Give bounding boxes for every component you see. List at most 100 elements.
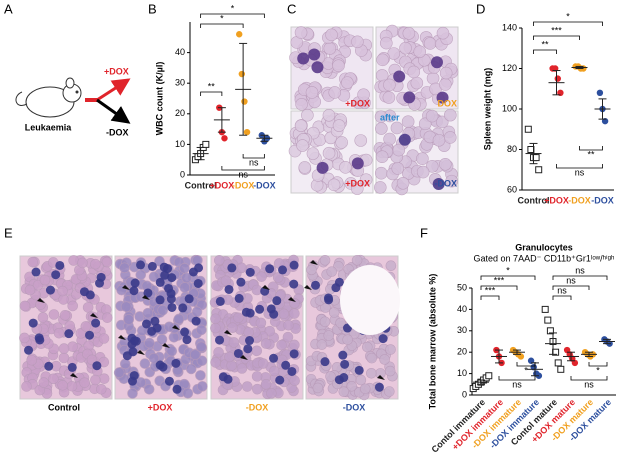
cell xyxy=(67,341,78,352)
y-tick-label: 140 xyxy=(502,22,517,32)
cell xyxy=(260,338,272,349)
cell xyxy=(24,284,36,296)
cell xyxy=(443,131,457,144)
cell xyxy=(189,349,201,361)
nucleus xyxy=(64,329,74,339)
significance-bracket xyxy=(552,275,608,280)
significance-label: ** xyxy=(541,39,549,49)
nucleus xyxy=(227,263,237,273)
panel-label: C xyxy=(287,1,296,16)
nucleus xyxy=(215,296,225,306)
nucleus xyxy=(378,334,388,344)
cell xyxy=(156,334,168,345)
cell xyxy=(48,309,60,320)
nucleus xyxy=(393,70,406,83)
nucleus xyxy=(163,264,173,274)
data-point xyxy=(241,98,248,105)
y-tick-label: 50 xyxy=(457,282,467,292)
panel-label: A xyxy=(4,1,13,16)
nucleus xyxy=(28,318,38,328)
cell xyxy=(283,319,294,331)
cell xyxy=(425,109,439,123)
nucleus xyxy=(398,133,411,146)
significance-bracket xyxy=(480,275,536,280)
data-point xyxy=(527,357,535,364)
data-point xyxy=(596,89,604,97)
nucleus xyxy=(188,267,198,277)
significance-bracket xyxy=(516,362,536,367)
nucleus xyxy=(67,362,77,372)
nucleus xyxy=(96,272,106,282)
cell xyxy=(68,255,79,266)
cell xyxy=(410,76,424,90)
cell xyxy=(123,314,135,325)
cell xyxy=(80,321,92,332)
cell xyxy=(119,358,131,370)
cell xyxy=(196,324,207,336)
cell xyxy=(57,285,68,297)
cell xyxy=(119,262,130,274)
cell xyxy=(26,354,37,366)
cell xyxy=(383,132,396,146)
nucleus xyxy=(191,316,201,326)
cell xyxy=(425,160,439,173)
nucleus xyxy=(160,270,170,280)
nucleus xyxy=(245,267,255,277)
cell xyxy=(256,271,267,282)
cell xyxy=(268,365,280,377)
nucleus xyxy=(91,318,101,328)
cell xyxy=(173,313,185,325)
cell xyxy=(251,345,263,357)
nucleus xyxy=(172,384,182,394)
cell xyxy=(66,380,78,392)
cell xyxy=(296,139,309,152)
image-label: +DOX xyxy=(345,178,370,188)
cell xyxy=(39,274,51,286)
nucleus xyxy=(171,358,181,368)
data-point xyxy=(524,125,532,133)
nucleus xyxy=(272,296,282,306)
y-tick-label: 10 xyxy=(457,368,467,378)
x-tick-label: +DOX xyxy=(544,195,569,205)
nucleus xyxy=(167,273,177,283)
x-tick-label: -DOX xyxy=(591,195,614,205)
cell xyxy=(383,78,396,92)
cell xyxy=(166,345,178,357)
significance-label: *** xyxy=(485,285,496,295)
cell xyxy=(423,37,437,50)
arrowhead xyxy=(162,343,170,348)
significance-label: * xyxy=(506,265,510,275)
cell xyxy=(135,269,147,281)
cell xyxy=(335,317,346,329)
cell xyxy=(305,86,319,99)
arrowhead xyxy=(240,355,248,360)
nucleus xyxy=(316,161,329,174)
cell xyxy=(341,76,354,89)
cell xyxy=(375,150,389,164)
nucleus xyxy=(180,327,190,337)
cell xyxy=(413,45,427,58)
nucleus xyxy=(184,294,194,304)
chart-subtitle: Gated on 7AAD⁻ CD11b⁺Gr1ˡᵒʷ/ʰⁱᵍʰ xyxy=(474,253,615,263)
cell xyxy=(355,374,367,386)
nucleus xyxy=(278,265,288,275)
nucleus xyxy=(128,347,138,357)
arrowhead xyxy=(70,373,78,378)
nucleus xyxy=(167,302,177,312)
significance-label: * xyxy=(231,3,235,13)
nucleus xyxy=(45,285,55,295)
nucleus xyxy=(338,350,348,360)
cell xyxy=(316,339,328,350)
arrow-label: +DOX xyxy=(104,66,129,76)
cell xyxy=(90,374,101,386)
data-point xyxy=(544,316,552,324)
nucleus xyxy=(234,293,244,303)
data-point xyxy=(221,135,228,142)
cell xyxy=(323,42,337,55)
nucleus xyxy=(289,279,299,289)
cell xyxy=(312,382,324,394)
nucleus xyxy=(31,267,41,277)
cell xyxy=(375,122,388,135)
cell xyxy=(266,388,277,399)
nucleus xyxy=(44,361,54,371)
